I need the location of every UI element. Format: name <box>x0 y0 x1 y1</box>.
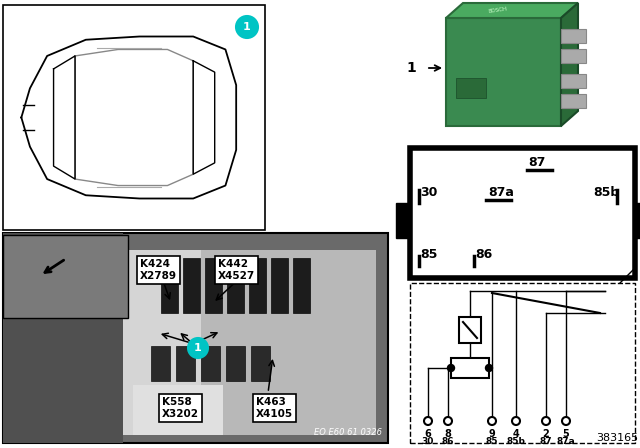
Text: 85: 85 <box>420 247 437 260</box>
Text: K442
X4527: K442 X4527 <box>218 259 255 281</box>
Text: 87: 87 <box>528 155 546 168</box>
Bar <box>151 346 170 381</box>
Bar <box>121 250 201 435</box>
Text: 5: 5 <box>563 429 570 439</box>
Text: 30: 30 <box>420 185 437 198</box>
Circle shape <box>447 365 454 371</box>
Bar <box>293 258 310 313</box>
Bar <box>249 258 266 313</box>
Text: 8: 8 <box>445 429 451 439</box>
Bar <box>251 346 270 381</box>
Bar <box>459 317 481 343</box>
Bar <box>410 283 635 443</box>
Text: BOSCH: BOSCH <box>488 6 508 14</box>
Text: 86: 86 <box>442 437 454 446</box>
Circle shape <box>486 365 493 371</box>
Bar <box>161 258 178 313</box>
Bar <box>451 358 489 378</box>
Bar <box>3 5 265 230</box>
Text: 87a: 87a <box>557 437 575 446</box>
Bar <box>561 49 586 63</box>
Bar <box>410 148 635 278</box>
Bar <box>635 203 640 238</box>
Text: 1: 1 <box>406 61 416 75</box>
Text: 85b: 85b <box>507 437 525 446</box>
Text: 85b: 85b <box>593 185 620 198</box>
Text: 1: 1 <box>194 343 202 353</box>
Text: K558
X3202: K558 X3202 <box>162 397 199 419</box>
Bar <box>133 385 223 435</box>
Bar <box>3 235 128 318</box>
Bar <box>205 258 222 313</box>
Text: EO E60 61 0326: EO E60 61 0326 <box>314 428 382 437</box>
Bar <box>201 346 220 381</box>
Bar <box>561 74 586 88</box>
Bar <box>271 258 288 313</box>
Text: 6: 6 <box>424 429 431 439</box>
Circle shape <box>488 417 496 425</box>
Bar <box>456 78 486 98</box>
Bar <box>3 233 123 443</box>
Text: 1: 1 <box>243 22 251 32</box>
Bar <box>561 29 586 43</box>
Circle shape <box>562 417 570 425</box>
Bar <box>176 346 195 381</box>
Circle shape <box>542 417 550 425</box>
Text: 87a: 87a <box>488 185 514 198</box>
Text: 30: 30 <box>422 437 434 446</box>
Circle shape <box>512 417 520 425</box>
Text: K424
X2789: K424 X2789 <box>140 259 177 281</box>
Bar <box>226 346 245 381</box>
Text: 86: 86 <box>475 247 492 260</box>
Bar <box>3 233 388 443</box>
Bar <box>227 258 244 313</box>
Text: 2: 2 <box>543 429 549 439</box>
FancyBboxPatch shape <box>446 18 561 126</box>
Bar <box>561 94 586 108</box>
Circle shape <box>188 338 208 358</box>
Text: 383165: 383165 <box>596 433 638 443</box>
Text: 4: 4 <box>513 429 520 439</box>
Polygon shape <box>446 3 578 18</box>
Circle shape <box>424 417 432 425</box>
Circle shape <box>444 417 452 425</box>
Polygon shape <box>561 3 578 126</box>
Bar <box>396 203 410 238</box>
Bar <box>121 250 376 435</box>
Text: 9: 9 <box>488 429 495 439</box>
Text: 85: 85 <box>486 437 499 446</box>
Bar <box>183 258 200 313</box>
Text: 87: 87 <box>540 437 552 446</box>
Text: K463
X4105: K463 X4105 <box>256 397 293 419</box>
Circle shape <box>236 16 258 38</box>
